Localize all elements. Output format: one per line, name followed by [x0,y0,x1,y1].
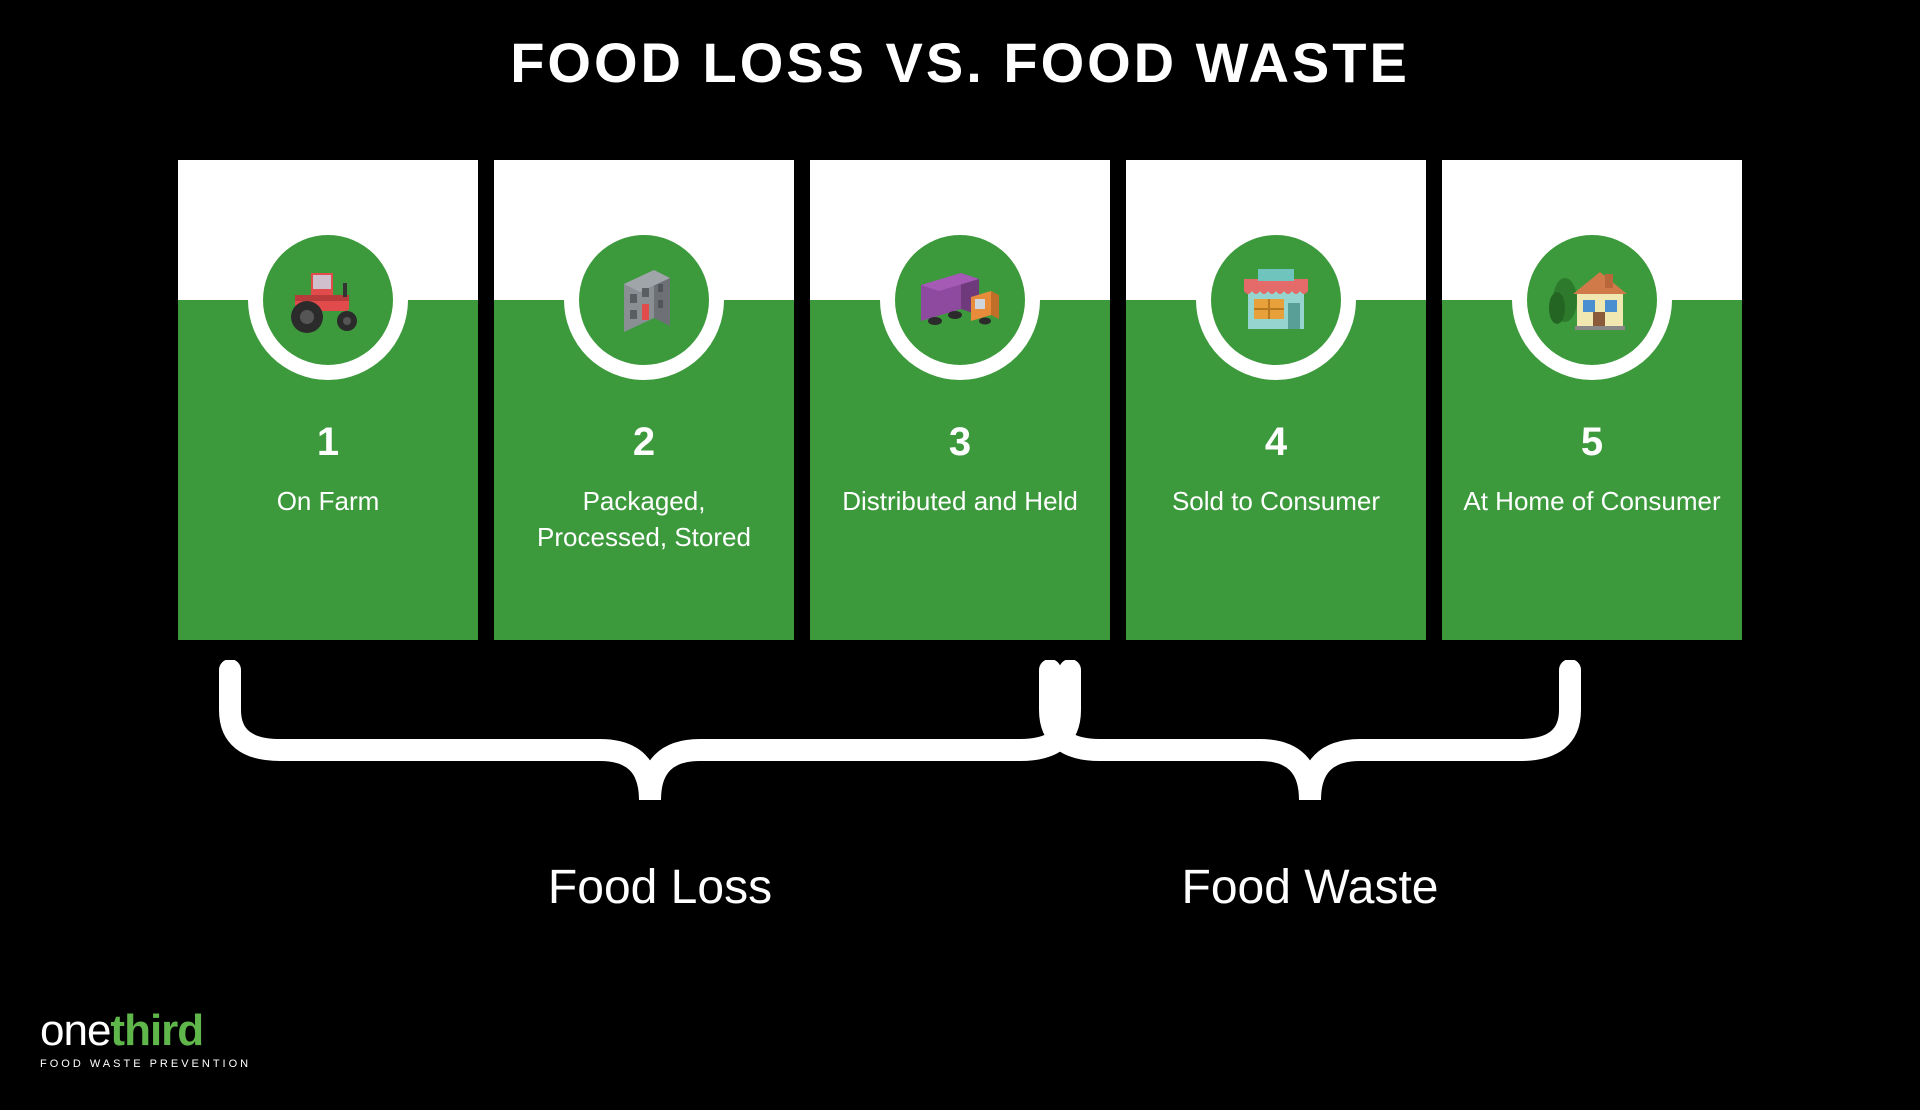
brace-food-loss [180,660,1120,860]
label-food-waste: Food Waste [1182,860,1439,915]
page-title: FOOD LOSS VS. FOOD WASTE [0,30,1920,95]
card-label: Sold to Consumer [1126,483,1426,519]
store-icon [1211,235,1341,365]
card-home: 5 At Home of Consumer [1442,160,1742,640]
icon-ring [1196,220,1356,380]
card-packaged: 2 Packaged, Processed, Stored [494,160,794,640]
brace-food-waste [1000,660,1620,860]
logo: onethird FOOD WASTE PREVENTION [40,1006,251,1070]
card-label: At Home of Consumer [1442,483,1742,519]
card-sold: 4 Sold to Consumer [1126,160,1426,640]
truck-icon [895,235,1025,365]
card-distributed: 3 Distributed and Held [810,160,1110,640]
card-row: 1 On Farm 2 Pack [0,160,1920,640]
card-label: Packaged, Processed, Stored [494,483,794,556]
card-label: On Farm [178,483,478,519]
icon-ring [564,220,724,380]
icon-ring [248,220,408,380]
logo-text-third: third [110,1006,203,1055]
card-label: Distributed and Held [810,483,1110,519]
icon-ring [1512,220,1672,380]
label-food-loss: Food Loss [548,860,772,915]
card-on-farm: 1 On Farm [178,160,478,640]
logo-wordmark: onethird [40,1006,251,1056]
house-icon [1527,235,1657,365]
tractor-icon [263,235,393,365]
logo-subtitle: FOOD WASTE PREVENTION [40,1058,251,1070]
icon-ring [880,220,1040,380]
building-icon [579,235,709,365]
brace-row [0,660,1920,860]
logo-text-one: one [40,1006,110,1055]
